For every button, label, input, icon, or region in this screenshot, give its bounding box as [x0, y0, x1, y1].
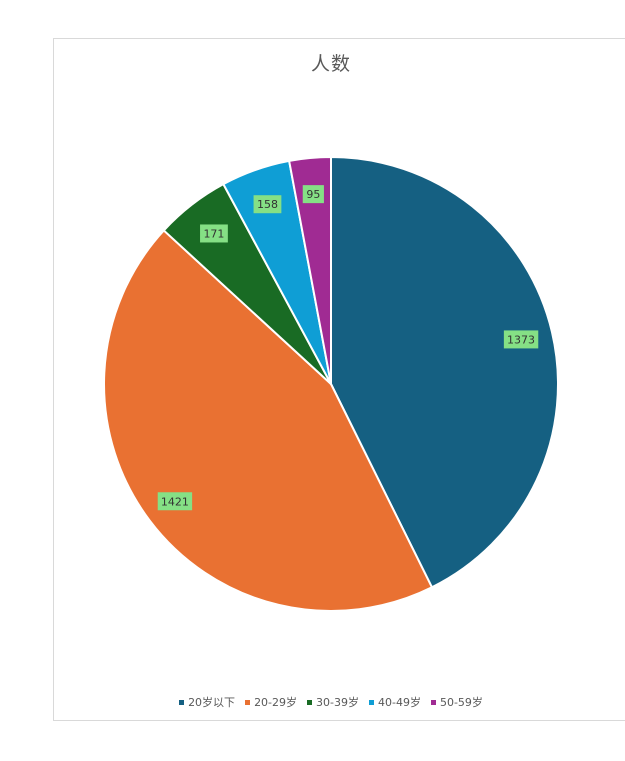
legend-label: 40-49岁 — [378, 696, 421, 709]
legend-swatch — [369, 699, 374, 705]
data-label-box — [200, 224, 228, 243]
legend-item-5[interactable]: 50-59岁 — [430, 694, 483, 710]
data-label-2: 1421 — [157, 492, 193, 511]
data-label-box — [503, 330, 539, 349]
legend-swatch — [430, 699, 436, 705]
data-label-box — [157, 492, 193, 511]
legend-label: 20岁以下 — [188, 696, 236, 709]
pie-slices — [103, 156, 559, 612]
legend-item-4[interactable]: 40-49岁 — [369, 694, 421, 710]
pie-slice-5[interactable] — [288, 156, 332, 385]
legend-swatch — [245, 699, 251, 705]
legend-item-3[interactable]: 30-39岁 — [307, 694, 359, 710]
chart-area: 人数 1373 1421 171 158 95 20岁以下 20-29岁 30-39岁 40-… — [53, 38, 625, 721]
legend-item-2[interactable]: 20-29岁 — [245, 694, 297, 710]
data-labels: 1373 1421 171 158 95 — [157, 185, 539, 511]
data-label-text: 1373 — [507, 333, 535, 346]
pie-chart: 1373 1421 171 158 95 — [103, 156, 559, 612]
legend-label: 30-39岁 — [316, 696, 359, 709]
pie-slice-1[interactable] — [330, 156, 559, 589]
data-label-text: 171 — [203, 227, 224, 240]
data-label-text: 1421 — [161, 495, 189, 508]
legend-swatch — [307, 699, 313, 705]
data-label-text: 95 — [306, 188, 320, 201]
legend-item-1[interactable]: 20岁以下 — [179, 694, 235, 710]
data-label-1: 1373 — [503, 330, 539, 349]
data-label-4: 158 — [253, 195, 282, 214]
legend-label: 20-29岁 — [254, 696, 298, 709]
legend-swatch — [179, 699, 185, 705]
data-label-box — [253, 195, 282, 214]
pie-slice-2[interactable] — [103, 229, 433, 612]
data-label-box — [302, 185, 324, 204]
legend-label: 50-59岁 — [439, 696, 483, 709]
data-label-text: 158 — [257, 198, 278, 211]
data-label-5: 95 — [302, 185, 324, 204]
chart-legend: 20岁以下 20-29岁 30-39岁 40-49岁 50-59岁 — [54, 694, 608, 710]
chart-title: 人数 — [310, 53, 351, 75]
data-label-3: 171 — [200, 224, 228, 243]
